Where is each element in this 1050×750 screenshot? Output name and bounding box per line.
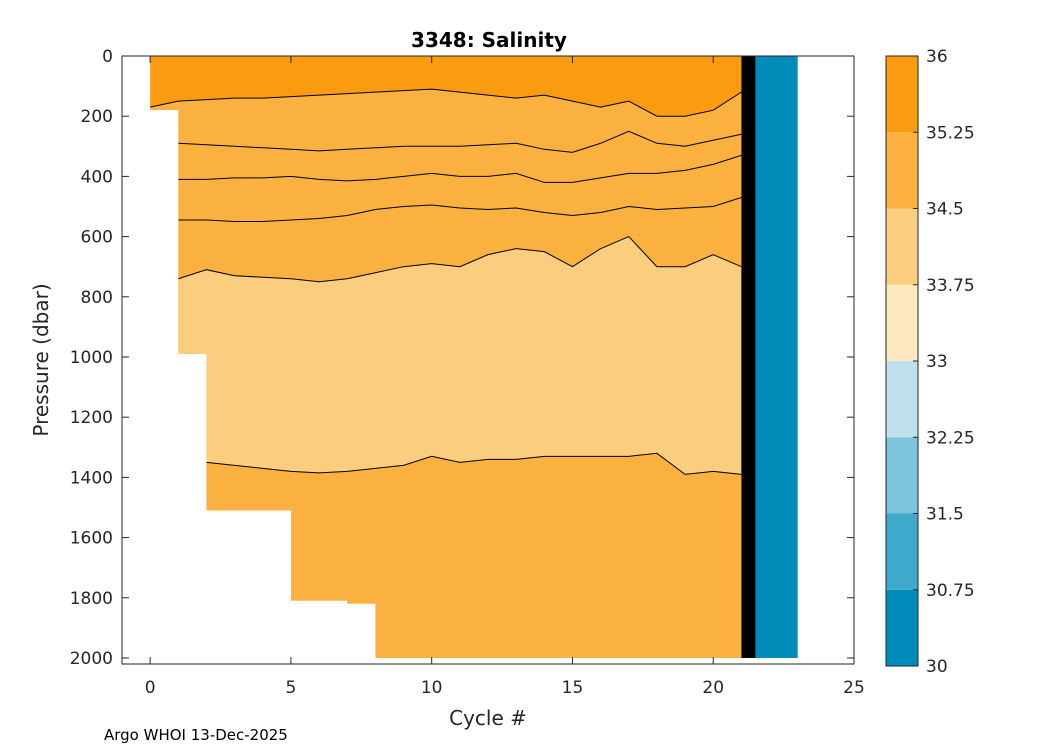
colorbar-segment [886, 208, 918, 285]
colorbar: 30 30.75 31.5 32.25 33 33.75 34.5 35.25 36 [885, 47, 975, 677]
x-tick-label: 25 [843, 678, 865, 698]
colorbar-segment [886, 132, 918, 209]
y-tick-label: 1800 [70, 589, 113, 609]
colorbar-tick-label: 30.75 [926, 581, 975, 601]
colorbar-tick-label: 33 [926, 352, 948, 372]
footer-credit: Argo WHOI 13-Dec-2025 [104, 726, 288, 744]
plot-area [150, 56, 798, 658]
colorbar-tick-label: 33.75 [926, 276, 975, 296]
y-tick-label: 1400 [70, 468, 113, 488]
colorbar-tick-label: 31.5 [926, 505, 964, 525]
colorbar-segment [886, 589, 918, 666]
colorbar-segment [886, 437, 918, 514]
colorbar-tick-label: 30 [926, 657, 948, 677]
fill-value-column-2 [755, 56, 798, 658]
contour-line-5 [178, 235, 742, 283]
y-tick-label: 600 [81, 228, 113, 248]
colorbar-tick-label: 32.25 [926, 428, 975, 448]
colorbar-tick-label: 36 [926, 47, 948, 67]
x-tick-label: 20 [702, 678, 724, 698]
y-tick-label: 0 [102, 47, 113, 67]
colorbar-segment [886, 361, 918, 438]
y-tick-label: 400 [81, 167, 113, 187]
contour-line-1 [150, 88, 742, 117]
y-tick-label: 200 [81, 107, 113, 127]
x-tick-label: 10 [421, 678, 443, 698]
x-axis: 0 5 10 15 20 25 [145, 56, 865, 698]
y-tick-label: 1600 [70, 529, 113, 549]
y-tick-label: 1200 [70, 408, 113, 428]
y-tick-label: 1000 [70, 348, 113, 368]
x-tick-label: 15 [562, 678, 584, 698]
chart-title: 3348: Salinity [411, 28, 567, 52]
x-tick-label: 0 [145, 678, 156, 698]
contour-line-4 [178, 196, 742, 223]
x-axis-title: Cycle # [449, 706, 527, 730]
colorbar-segment [886, 56, 918, 133]
colorbar-tick-label: 35.25 [926, 123, 975, 143]
y-tick-label: 2000 [70, 649, 113, 669]
contour-line-3 [178, 154, 742, 183]
salinity-band-surface [150, 56, 742, 117]
fill-value-column-1 [741, 56, 756, 658]
contour-line-2 [178, 130, 742, 153]
y-axis-title: Pressure (dbar) [29, 283, 53, 436]
plot-frame [121, 55, 855, 665]
colorbar-segment [886, 513, 918, 590]
colorbar-tick-label: 34.5 [926, 200, 964, 220]
x-tick-label: 5 [286, 678, 297, 698]
salinity-band-intermediate [150, 236, 742, 475]
contour-line-6 [206, 452, 742, 475]
y-axis: 0 200 400 600 800 1000 1200 1400 1600 1800 2000 [70, 47, 854, 669]
y-tick-label: 800 [81, 288, 113, 308]
colorbar-segment [886, 284, 918, 361]
